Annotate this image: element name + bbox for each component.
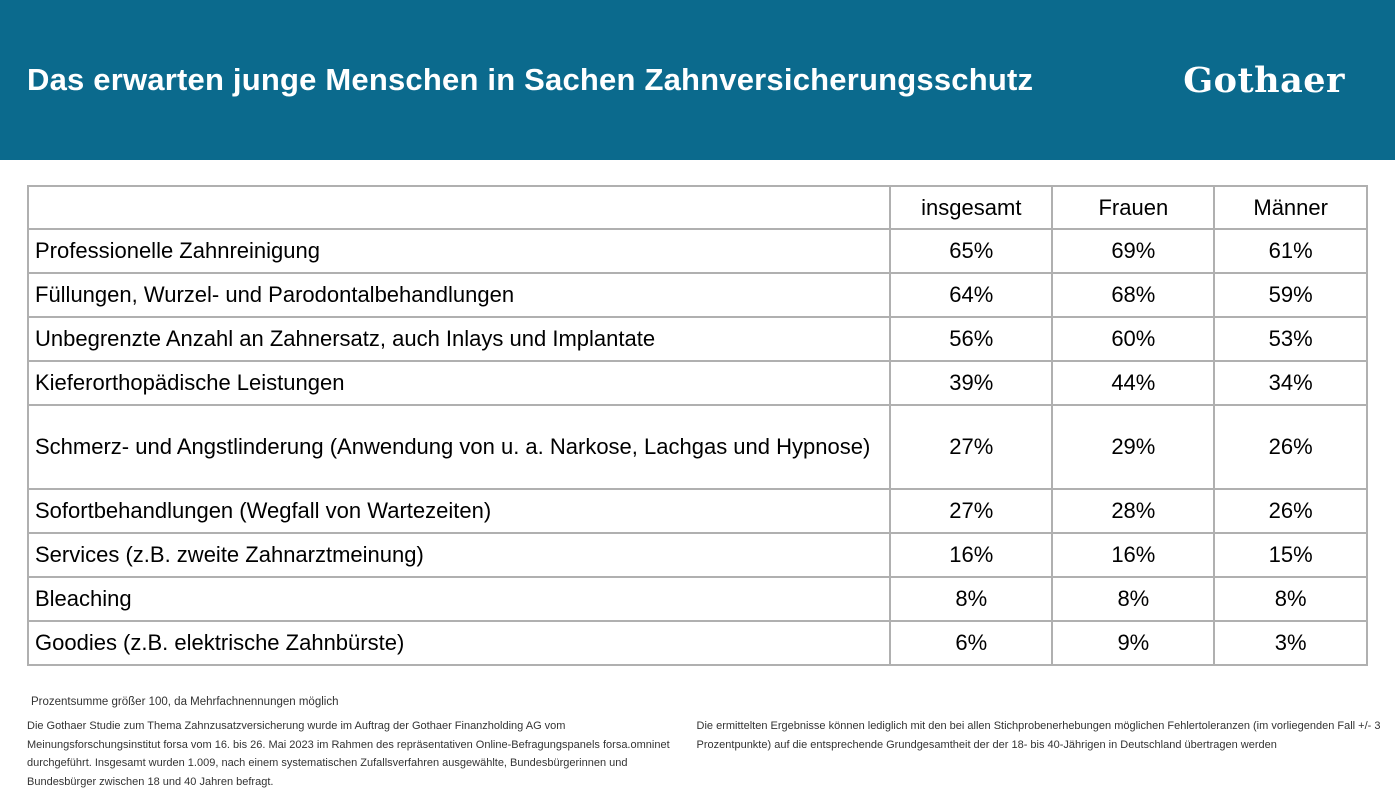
cell-maenner: 8%	[1213, 576, 1368, 622]
cell-insgesamt: 39%	[889, 360, 1054, 406]
cell-insgesamt: 27%	[889, 488, 1054, 534]
cell-maenner: 26%	[1213, 404, 1368, 490]
row-label: Goodies (z.B. elektrische Zahnbürste)	[26, 620, 892, 666]
footnote-methodology: Die Gothaer Studie zum Thema Zahnzusatzv…	[27, 720, 670, 788]
survey-results-table: insgesamt Frauen Männer Professionelle Z…	[26, 185, 1368, 666]
row-label: Kieferorthopädische Leistungen	[26, 360, 892, 406]
row-label: Professionelle Zahnreinigung	[26, 228, 892, 274]
footnote-row: Die Gothaer Studie zum Thema Zahnzusatzv…	[27, 717, 1395, 791]
cell-maenner: 3%	[1213, 620, 1368, 666]
cell-frauen: 28%	[1051, 488, 1216, 534]
table-row: Bleaching 8% 8% 8%	[26, 576, 1368, 622]
cell-frauen: 44%	[1051, 360, 1216, 406]
cell-insgesamt: 64%	[889, 272, 1054, 318]
row-label: Schmerz- und Angstlinderung (Anwendung v…	[26, 404, 892, 490]
cell-frauen: 16%	[1051, 532, 1216, 578]
cell-insgesamt: 6%	[889, 620, 1054, 666]
cell-frauen: 69%	[1051, 228, 1216, 274]
row-label: Füllungen, Wurzel- und Parodontalbehandl…	[26, 272, 892, 318]
table-row: Füllungen, Wurzel- und Parodontalbehandl…	[26, 272, 1368, 318]
cell-frauen: 8%	[1051, 576, 1216, 622]
column-header-frauen: Frauen	[1051, 185, 1216, 230]
header-band: Das erwarten junge Menschen in Sachen Za…	[0, 0, 1395, 160]
table-row: Professionelle Zahnreinigung 65% 69% 61%	[26, 228, 1368, 274]
cell-insgesamt: 16%	[889, 532, 1054, 578]
footnote-error-tolerance: Die ermittelten Ergebnisse können ledigl…	[696, 720, 1381, 751]
table-row: Goodies (z.B. elektrische Zahnbürste) 6%…	[26, 620, 1368, 666]
page-title: Das erwarten junge Menschen in Sachen Za…	[27, 62, 1034, 97]
row-label: Unbegrenzte Anzahl an Zahnersatz, auch I…	[26, 316, 892, 362]
table-row: Kieferorthopädische Leistungen 39% 44% 3…	[26, 360, 1368, 406]
empty-header-cell	[26, 185, 892, 230]
cell-frauen: 9%	[1051, 620, 1216, 666]
footnote-percent-sum: Prozentsumme größer 100, da Mehrfachnenn…	[31, 696, 339, 708]
cell-frauen: 68%	[1051, 272, 1216, 318]
cell-insgesamt: 8%	[889, 576, 1054, 622]
column-header-maenner: Männer	[1213, 185, 1368, 230]
table-row: Schmerz- und Angstlinderung (Anwendung v…	[26, 404, 1368, 490]
table-row: Unbegrenzte Anzahl an Zahnersatz, auch I…	[26, 316, 1368, 362]
row-label: Services (z.B. zweite Zahnarztmeinung)	[26, 532, 892, 578]
cell-maenner: 15%	[1213, 532, 1368, 578]
gothaer-logo: Gothaer	[1183, 59, 1345, 101]
cell-insgesamt: 27%	[889, 404, 1054, 490]
column-header-insgesamt: insgesamt	[889, 185, 1054, 230]
cell-maenner: 59%	[1213, 272, 1368, 318]
cell-frauen: 60%	[1051, 316, 1216, 362]
cell-maenner: 34%	[1213, 360, 1368, 406]
cell-maenner: 61%	[1213, 228, 1368, 274]
cell-insgesamt: 56%	[889, 316, 1054, 362]
cell-maenner: 26%	[1213, 488, 1368, 534]
row-label: Bleaching	[26, 576, 892, 622]
cell-insgesamt: 65%	[889, 228, 1054, 274]
row-label: Sofortbehandlungen (Wegfall von Wartezei…	[26, 488, 892, 534]
table-row: Services (z.B. zweite Zahnarztmeinung) 1…	[26, 532, 1368, 578]
cell-frauen: 29%	[1051, 404, 1216, 490]
table-row: Sofortbehandlungen (Wegfall von Wartezei…	[26, 488, 1368, 534]
cell-maenner: 53%	[1213, 316, 1368, 362]
table-header-row: insgesamt Frauen Männer	[26, 185, 1368, 230]
